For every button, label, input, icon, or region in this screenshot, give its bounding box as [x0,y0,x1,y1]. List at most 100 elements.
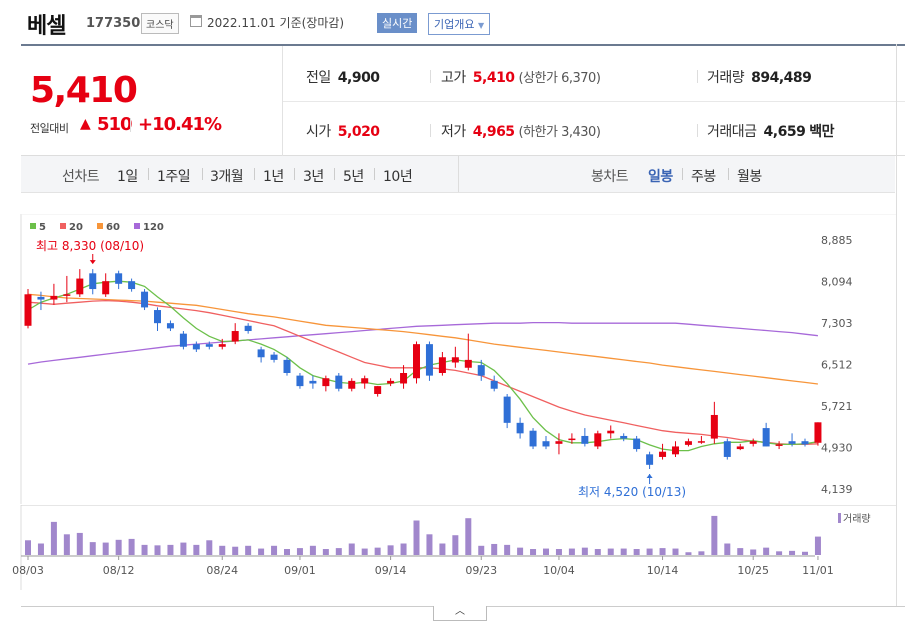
candle-chart-label: 봉차트 [591,169,629,185]
volume-bar [232,546,239,555]
legend-label-5: 5 [39,222,46,233]
volume-bar [491,543,498,555]
high-annotation: 최고 8,330 (08/10) [36,239,144,253]
candle-body [762,428,770,447]
candle-monthly[interactable]: 월봉 [737,169,762,185]
period-1y[interactable]: 1년 [263,169,284,185]
candle-body [24,294,32,326]
volume-bar [37,543,44,555]
volume-chart: 거래량 08/03 08/12 08/24 09/01 09/14 09/23 10/04 10… [12,505,896,590]
volume-bar [659,548,666,555]
candle [814,422,822,446]
realtime-button[interactable]: 실시간 [377,13,418,33]
volume-bar [672,548,679,555]
candle [425,341,433,381]
candle-body [231,331,239,342]
divider [896,44,897,606]
volume-bar [25,540,31,555]
candle [244,323,252,334]
period-1w[interactable]: 1주일 [157,169,191,185]
collapse-button[interactable]: ︿ [433,606,487,621]
x-tick-label: 08/03 [12,564,44,577]
legend-label-20: 20 [69,222,83,233]
volume-bar [180,542,187,555]
price-chart[interactable]: 5 20 60 120 8,885 8,094 7,303 6,512 5,721 4,930 4,… [0,214,905,504]
y-tick-label: 5,721 [821,400,853,413]
period-1d[interactable]: 1일 [117,169,138,185]
candle [516,417,524,439]
volume-bar [322,549,329,555]
period-5y[interactable]: 5년 [343,169,364,185]
candle-body [516,422,524,434]
candle-body [309,380,317,384]
candle-body [620,435,628,439]
candle [568,433,576,444]
candle [231,323,239,345]
candle [63,275,71,303]
divider [282,46,283,156]
low-arrowhead [646,474,653,479]
volume-bar [309,545,316,555]
volume-bar [284,549,290,555]
chart-toolbar: 선차트 1일 1주일 3개월 1년 3년 5년 10년 봉차트 일봉 주봉 월봉 [21,156,895,193]
period-3m[interactable]: 3개월 [210,169,244,185]
volume-bar [426,534,433,555]
candle [464,333,472,371]
volume-bar [594,549,601,555]
candle [775,441,783,450]
ma20-line [27,299,818,446]
period-3y[interactable]: 3년 [303,169,324,185]
candle-body [425,344,433,376]
y-tick-label: 6,512 [821,359,853,372]
volume-bar [685,552,692,555]
x-tick-label: 10/25 [737,564,769,577]
candle-body [438,357,446,373]
candle-body [348,380,356,389]
candle [218,338,226,350]
candle [115,270,123,290]
volume-legend-label: 거래량 [843,513,871,525]
line-chart-label: 선차트 [62,169,100,185]
change-label: 전일대비 [30,122,69,135]
candle [374,386,382,397]
candle-body [814,422,822,443]
volume: 거래량 894,489 [707,70,812,86]
volume-bar [737,548,744,555]
corp-info-button[interactable]: 기업개요 ▼ [428,13,491,35]
candle-body [141,291,149,308]
volume-bar [206,540,213,555]
candle [710,401,718,444]
candle-body [607,430,615,434]
volume-bar [167,544,174,555]
candle-body [413,344,420,379]
low-annotation: 최저 4,520 (10/13) [578,485,686,499]
candle-body [788,441,796,444]
candle [736,443,744,451]
y-tick-label: 8,094 [821,276,853,289]
volume-bar [504,544,511,555]
volume-bar [76,532,83,555]
divider [283,101,905,102]
y-tick-label: 4,139 [821,483,853,496]
candle-body [581,435,589,444]
candle [594,430,602,450]
candle-daily[interactable]: 일봉 [648,169,673,185]
candle-body [166,323,174,329]
candle-body [374,386,382,394]
volume-bar [555,549,562,555]
ma5-line [27,280,819,452]
period-10y[interactable]: 10년 [383,169,413,185]
candle-body [646,454,654,465]
candle [400,365,408,389]
candle-weekly[interactable]: 주봉 [691,169,716,185]
volume-bar [789,550,796,555]
candle-body [205,344,213,347]
candle-body [322,378,330,387]
calendar-icon [190,15,202,27]
volume-bar [517,547,524,555]
candle-body [50,295,58,300]
volume-bar [646,548,653,555]
open-price: 시가 5,020 [306,124,380,140]
up-triangle-icon: ▲ [80,116,91,132]
legend-swatch-20 [60,223,66,229]
